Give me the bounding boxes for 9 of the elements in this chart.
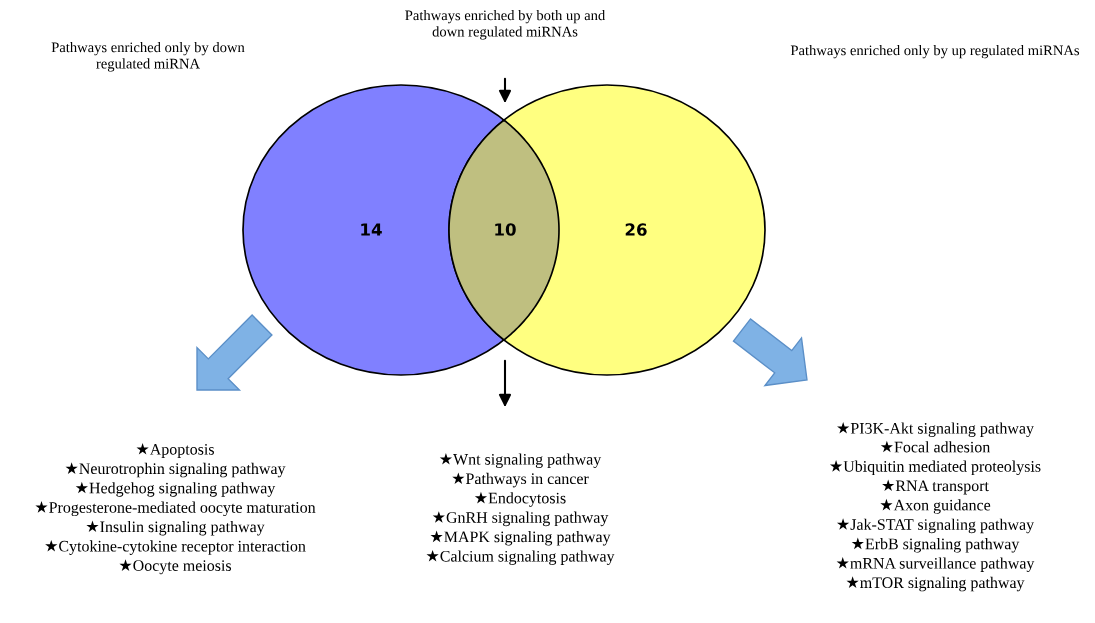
text: Pathways enriched only by down regulated miRNA [51,42,245,72]
text: Pathways enriched by both up and down regulated miRNAs [405,10,606,40]
text: ★PI3K-Akt signaling pathway ★Focal adhesion ★Ubiquitin mediated proteolysis ★RNA transport ★Axon guidance ★Jak-STAT signaling pathway ★ErbB signaling pathway ★mRNA surveillance pathway ★mTOR signaling pathway [829,422,1041,592]
text: Pathways enriched only by up regulated miRNAs [790,45,1080,59]
data-label: 26 [625,223,647,236]
text: ★Apoptosis ★Neurotrophin signaling pathway ★Hedgehog signaling pathway ★Progesterone-mediated oocyte maturation ★Insulin signaling pathway ★Cytokine-cytokine receptor interaction ★Oocyte meiosis [35,443,316,575]
data-label: 10 [495,223,516,236]
text: ★Wnt signaling pathway ★Pathways in cancer ★Endocytosis ★GnRH signaling pathway ★MAPK signaling pathway ★Calcium signaling pathway [426,453,615,565]
data-label: 14 [361,223,382,236]
